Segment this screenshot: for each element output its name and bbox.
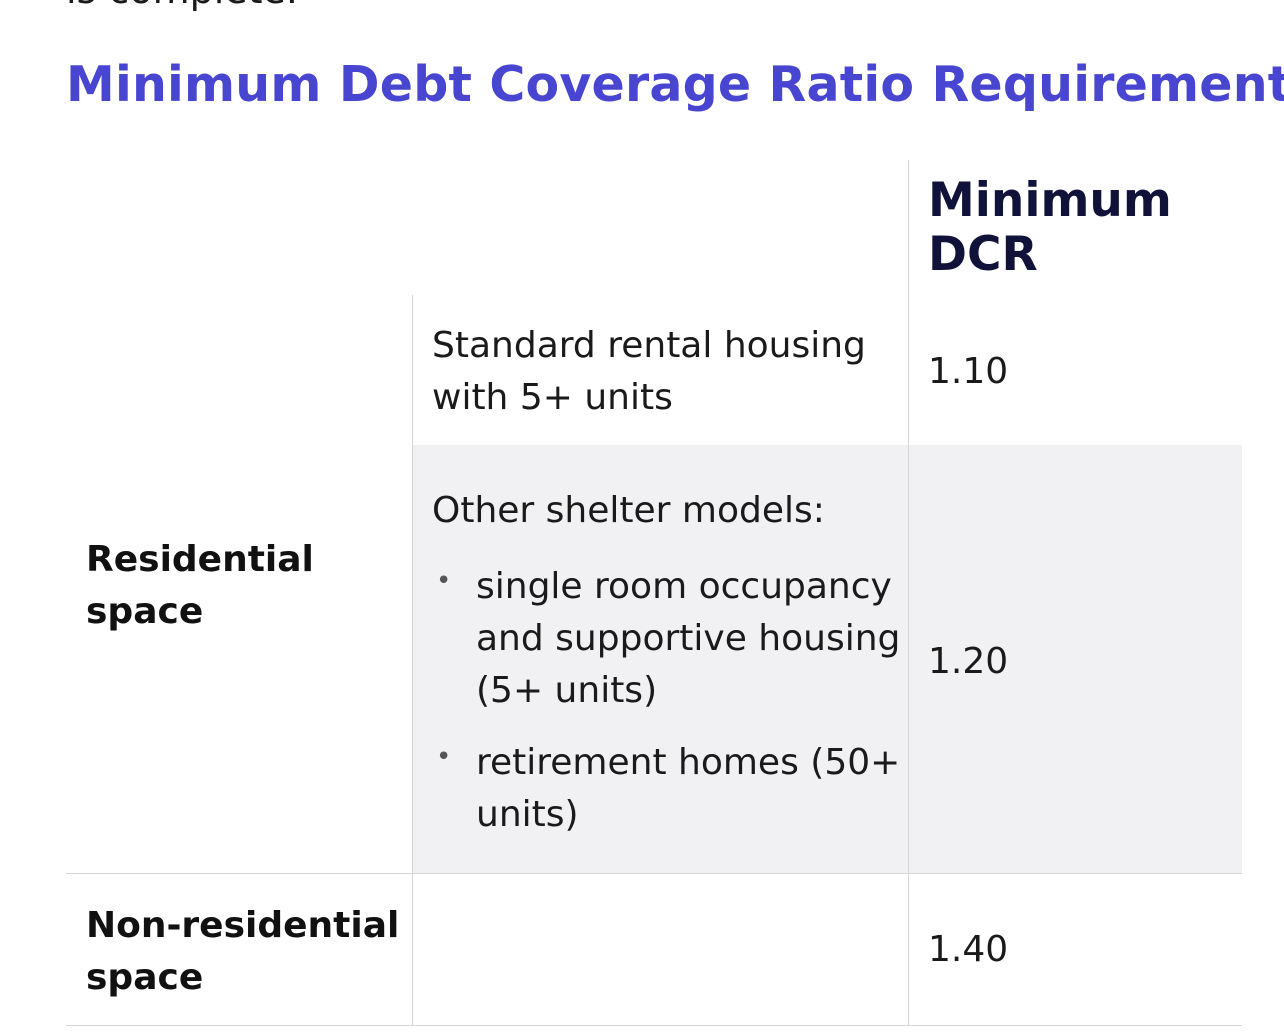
bullet-icon: • xyxy=(436,742,452,772)
list-item: • single room occupancy and supportive h… xyxy=(432,561,902,717)
bullet-icon: • xyxy=(436,566,452,596)
category-residential-space: Residential space xyxy=(86,539,314,632)
dcr-value-other-shelter: 1.20 xyxy=(928,641,1009,682)
list-item-text: single room occupancy and supportive hou… xyxy=(476,566,901,711)
dcr-value-non-residential: 1.40 xyxy=(928,929,1009,970)
shaded-row-background xyxy=(412,445,1242,873)
previous-section-text: is complete. xyxy=(66,0,298,12)
table-bottom-rule xyxy=(66,1025,1242,1026)
category-non-residential-space: Non-residential space xyxy=(86,905,400,998)
list-item: • retirement homes (50+ units) xyxy=(432,737,902,841)
column-divider-right xyxy=(908,160,909,1026)
dcr-value-standard-rental: 1.10 xyxy=(928,351,1009,392)
other-shelter-list: • single room occupancy and supportive h… xyxy=(432,561,902,861)
page-title: Minimum Debt Coverage Ratio Requirements xyxy=(66,56,1284,113)
column-divider-left xyxy=(412,295,413,1026)
dcr-requirements-table: Minimum DCR Residential space Standard r… xyxy=(66,160,1242,1026)
list-item-text: retirement homes (50+ units) xyxy=(476,742,901,835)
row-divider-nonresidential xyxy=(66,873,1242,874)
header-minimum-dcr: Minimum DCR xyxy=(928,173,1172,282)
description-other-shelter: Other shelter models: xyxy=(432,490,825,531)
description-standard-rental: Standard rental housing with 5+ units xyxy=(432,325,866,418)
